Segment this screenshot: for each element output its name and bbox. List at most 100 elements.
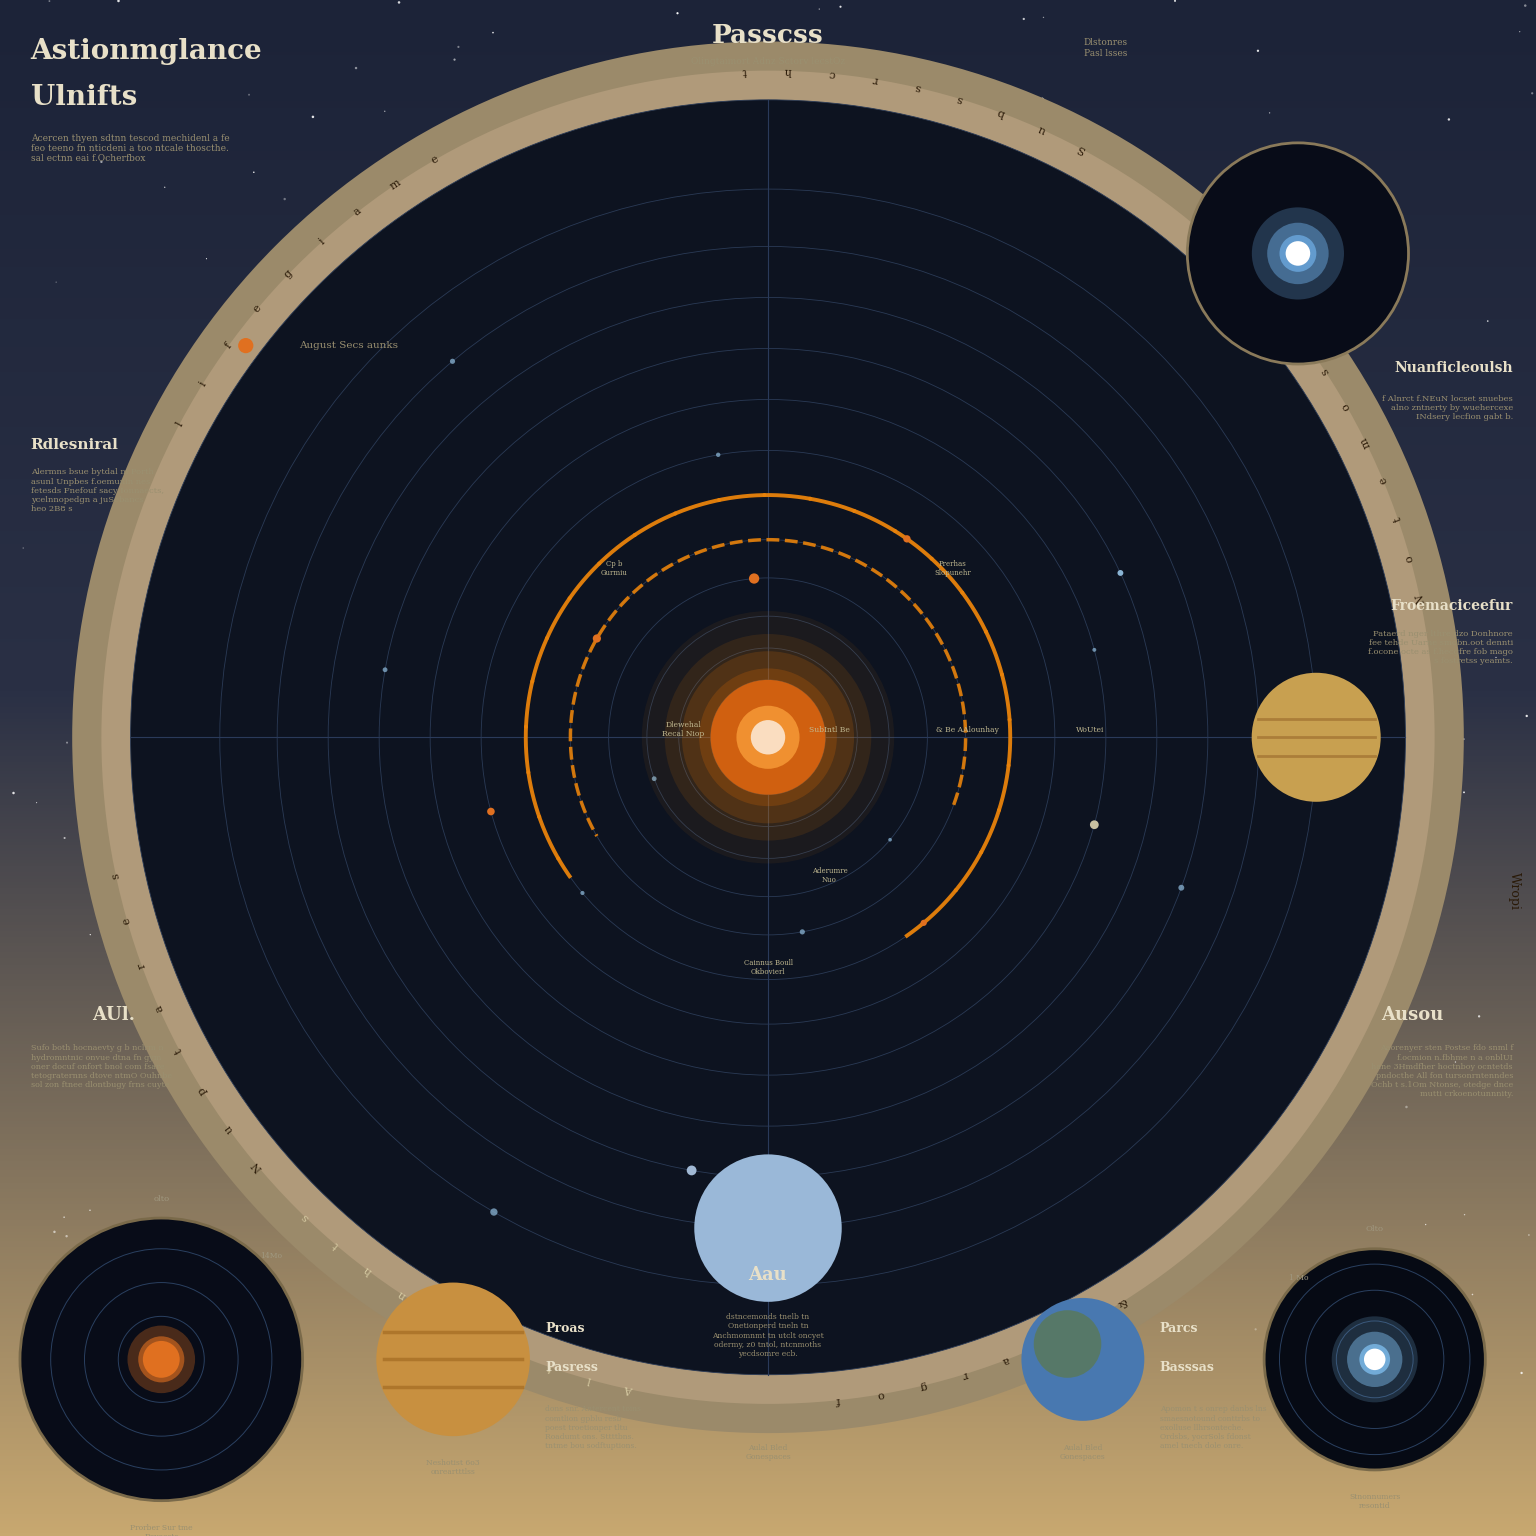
Text: SubIntl Be: SubIntl Be bbox=[809, 725, 849, 734]
Point bbox=[1032, 1008, 1057, 1032]
Point bbox=[989, 662, 1014, 687]
Point bbox=[375, 1217, 399, 1241]
Point bbox=[707, 877, 731, 902]
Text: Acercen thyen sdtnn tescod mechidenl a fe
feo teeno fn nticdeni a too ntcale tho: Acercen thyen sdtnn tescod mechidenl a f… bbox=[31, 134, 229, 163]
Point bbox=[170, 410, 195, 435]
Point bbox=[567, 687, 591, 711]
Point bbox=[329, 1255, 353, 1279]
Point bbox=[41, 1220, 66, 1244]
Text: WoUtei: WoUtei bbox=[1077, 725, 1104, 734]
Point bbox=[292, 634, 316, 659]
Point bbox=[436, 948, 461, 972]
Text: e: e bbox=[430, 154, 439, 166]
Point bbox=[330, 372, 355, 396]
Point bbox=[1514, 703, 1536, 728]
Point bbox=[442, 48, 467, 72]
Point bbox=[72, 802, 97, 826]
Point bbox=[1243, 1316, 1267, 1341]
Point bbox=[1094, 1141, 1118, 1166]
Text: Cp b
Gurmiu: Cp b Gurmiu bbox=[601, 559, 628, 578]
Circle shape bbox=[736, 705, 800, 770]
Point bbox=[949, 581, 974, 605]
Point bbox=[52, 826, 77, 851]
Text: i: i bbox=[198, 379, 207, 389]
Point bbox=[621, 1236, 645, 1261]
Point bbox=[922, 636, 946, 660]
Point bbox=[464, 1087, 488, 1112]
Point bbox=[192, 696, 217, 720]
Point bbox=[740, 605, 765, 630]
Point bbox=[1098, 307, 1123, 332]
Text: c: c bbox=[828, 69, 836, 78]
Point bbox=[766, 255, 791, 280]
Text: dstncemonds tnelb tn
Onetionperd tneln tn
Anchmomnmt tn utclt oncyet
odermy, z0 : dstncemonds tnelb tn Onetionperd tneln t… bbox=[713, 1313, 823, 1358]
Point bbox=[427, 969, 452, 994]
Text: e: e bbox=[1378, 476, 1389, 485]
Point bbox=[1344, 326, 1369, 350]
Point bbox=[235, 748, 260, 773]
Point bbox=[707, 442, 731, 467]
Text: Rdlesniral: Rdlesniral bbox=[31, 438, 118, 452]
Point bbox=[1258, 100, 1283, 124]
Text: p: p bbox=[197, 1084, 209, 1097]
Point bbox=[997, 708, 1021, 733]
Point bbox=[1137, 1169, 1161, 1193]
Point bbox=[1166, 1264, 1190, 1289]
Circle shape bbox=[694, 1155, 842, 1303]
Point bbox=[1240, 988, 1264, 1012]
Text: Aulal Bled
Gonespaces: Aulal Bled Gonespaces bbox=[1060, 1444, 1106, 1461]
Point bbox=[648, 276, 673, 301]
Text: Stnonnumers
resontid: Stnonnumers resontid bbox=[1349, 1493, 1401, 1510]
Point bbox=[55, 730, 80, 754]
Text: o: o bbox=[877, 1389, 885, 1399]
Text: t: t bbox=[174, 1046, 184, 1055]
Text: Ulnifts: Ulnifts bbox=[31, 84, 137, 112]
Circle shape bbox=[711, 680, 825, 794]
Point bbox=[146, 957, 170, 982]
Text: Prorber Sur tme
Royoests: Prorber Sur tme Royoests bbox=[131, 1524, 192, 1536]
Text: r: r bbox=[872, 74, 879, 84]
Point bbox=[679, 1158, 703, 1183]
Text: Prerhas
Slopunehr: Prerhas Slopunehr bbox=[934, 559, 971, 578]
Point bbox=[283, 1138, 307, 1163]
Text: m: m bbox=[389, 178, 402, 192]
Text: s: s bbox=[300, 1212, 310, 1223]
Point bbox=[707, 488, 731, 513]
Point bbox=[313, 604, 338, 628]
Text: Basssas: Basssas bbox=[1160, 1361, 1215, 1373]
Point bbox=[1516, 1223, 1536, 1247]
Point bbox=[372, 98, 396, 123]
Text: Wropi: Wropi bbox=[1508, 872, 1521, 909]
Circle shape bbox=[1347, 1332, 1402, 1387]
Circle shape bbox=[1286, 241, 1310, 266]
Text: 14Mo: 14Mo bbox=[260, 1252, 283, 1261]
Text: a: a bbox=[352, 206, 364, 218]
Point bbox=[233, 333, 258, 358]
Point bbox=[513, 714, 538, 739]
Text: :: : bbox=[1243, 269, 1252, 280]
Point bbox=[920, 547, 945, 571]
Text: Astionmglance: Astionmglance bbox=[31, 38, 263, 66]
Point bbox=[617, 484, 642, 508]
Point bbox=[498, 1264, 522, 1289]
Point bbox=[545, 846, 570, 871]
Point bbox=[1352, 925, 1376, 949]
Point bbox=[997, 753, 1021, 777]
Circle shape bbox=[1034, 1310, 1101, 1378]
Point bbox=[401, 960, 425, 985]
Point bbox=[1452, 727, 1476, 751]
Point bbox=[124, 814, 149, 839]
Text: Olto: Olto bbox=[1366, 1226, 1384, 1233]
Point bbox=[45, 270, 69, 295]
Point bbox=[585, 627, 610, 651]
Circle shape bbox=[20, 1218, 303, 1501]
Point bbox=[1026, 545, 1051, 570]
Text: a: a bbox=[154, 1003, 164, 1014]
Point bbox=[1307, 667, 1332, 691]
Text: f Alnrct f.NEuN locset snuebes
alno zntnerty by wuehercexe
INdsery lecfion gabt : f Alnrct f.NEuN locset snuebes alno zntn… bbox=[1382, 395, 1513, 421]
Text: l: l bbox=[587, 1375, 593, 1385]
Text: Parcs: Parcs bbox=[1160, 1322, 1198, 1335]
Point bbox=[1089, 406, 1114, 430]
Circle shape bbox=[665, 634, 871, 840]
Point bbox=[1427, 799, 1452, 823]
